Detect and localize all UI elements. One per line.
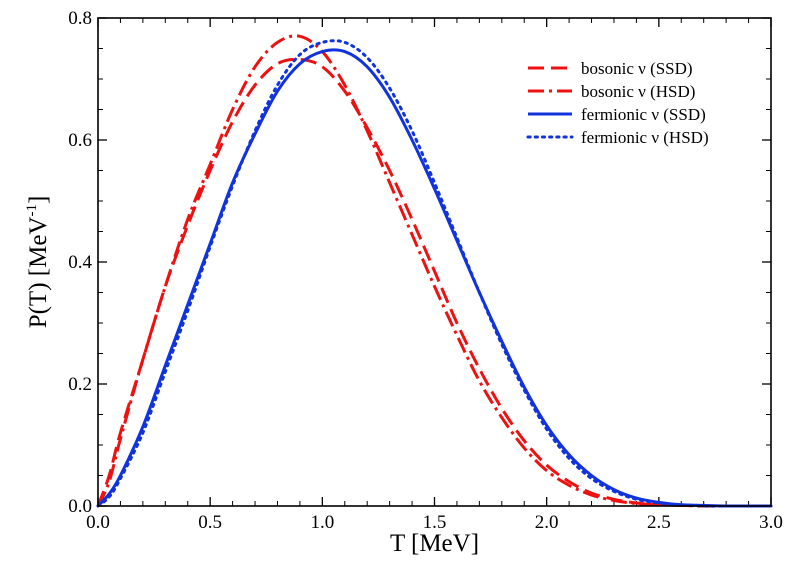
series-line-1 <box>96 57 771 508</box>
legend-label-2: bosonic ν (HSD) <box>581 82 695 101</box>
x-tick-label: 2.5 <box>647 512 671 533</box>
y-tick-label: 0.4 <box>68 252 92 273</box>
y-axis-title: P(T) [MeV-1] <box>24 196 52 329</box>
series-layer <box>96 34 773 508</box>
legend-label-1: bosonic ν (SSD) <box>581 59 693 78</box>
ticks-layer: 0.0 0.5 1.0 1.5 2.0 2.5 3.0 0.0 0.2 0.4 0.6 0.8 <box>68 8 783 533</box>
x-tick-label: 1.5 <box>423 512 447 533</box>
x-tick-label: 1.0 <box>310 512 334 533</box>
x-tick-label: 3.0 <box>759 512 783 533</box>
y-tick-label: 0.6 <box>68 130 92 151</box>
legend-label-3: fermionic ν (SSD) <box>581 105 706 124</box>
x-axis-title: T [MeV] <box>390 530 479 557</box>
y-axis-title-superscript: -1 <box>24 204 40 217</box>
y-axis-title-main: P(T) [MeV <box>25 217 52 329</box>
y-tick-label: 0.8 <box>68 8 92 29</box>
series-line-4 <box>96 39 773 508</box>
x-tick-label: 0.0 <box>86 512 110 533</box>
y-axis-title-close: ] <box>25 196 52 204</box>
x-tick-label: 2.0 <box>535 512 559 533</box>
x-tick-label: 0.5 <box>198 512 222 533</box>
y-tick-label: 0.2 <box>68 374 92 395</box>
y-tick-label: 0.0 <box>68 496 92 517</box>
legend-label-4: fermionic ν (HSD) <box>581 128 709 147</box>
plot-frame <box>97 17 772 507</box>
legend: bosonic ν (SSD) bosonic ν (HSD) fermionic … <box>526 59 709 147</box>
series-line-2 <box>96 34 771 508</box>
